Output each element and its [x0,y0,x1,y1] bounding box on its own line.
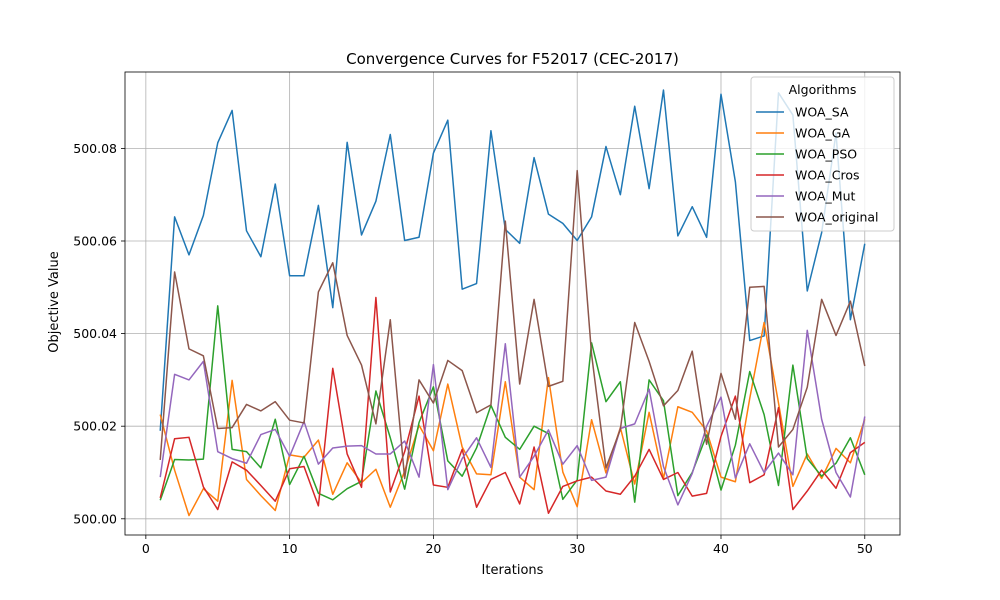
series-lines [159,89,866,517]
axes: 0 10 20 30 40 50 500.00 500.02 500.04 500.06 500.0… [73,71,901,556]
legend-label: WOA_Cros [795,168,860,183]
x-tick-label: 10 [282,541,298,556]
x-axis-title: Iterations [482,563,544,578]
plot-frame [124,71,901,536]
legend-label: WOA_Mut [795,189,855,204]
y-tick-label: 500.02 [73,419,117,434]
x-tick-label: 40 [713,541,729,556]
series-line-woa-pso [159,305,866,503]
series-line-woa-cros [159,296,866,514]
legend-label: WOA_original [795,210,879,225]
series-line-woa-mut [159,329,866,506]
legend-label: WOA_PSO [795,147,857,162]
series-line-woa-original [159,169,866,480]
y-tick-label: 500.08 [73,141,117,156]
y-axis-title: Objective Value [47,251,62,352]
legend-label: WOA_SA [795,105,849,120]
legend-title: Algorithms [789,82,857,97]
x-tick-label: 30 [569,541,585,556]
chart-title: Convergence Curves for F52017 (CEC-2017) [346,50,679,68]
legend-label: WOA_GA [795,126,850,141]
legend: Algorithms WOA_SA WOA_GA WOA_PSO WOA_Cros WOA… [750,76,895,232]
x-tick-label: 0 [142,541,150,556]
legend-box [750,76,895,232]
y-tick-label: 500.04 [73,326,117,341]
x-tick-label: 20 [425,541,441,556]
x-tick-label: 50 [857,541,873,556]
series-line-woa-ga [159,321,866,517]
y-tick-label: 500.06 [73,233,117,248]
y-tick-label: 500.00 [73,511,117,526]
